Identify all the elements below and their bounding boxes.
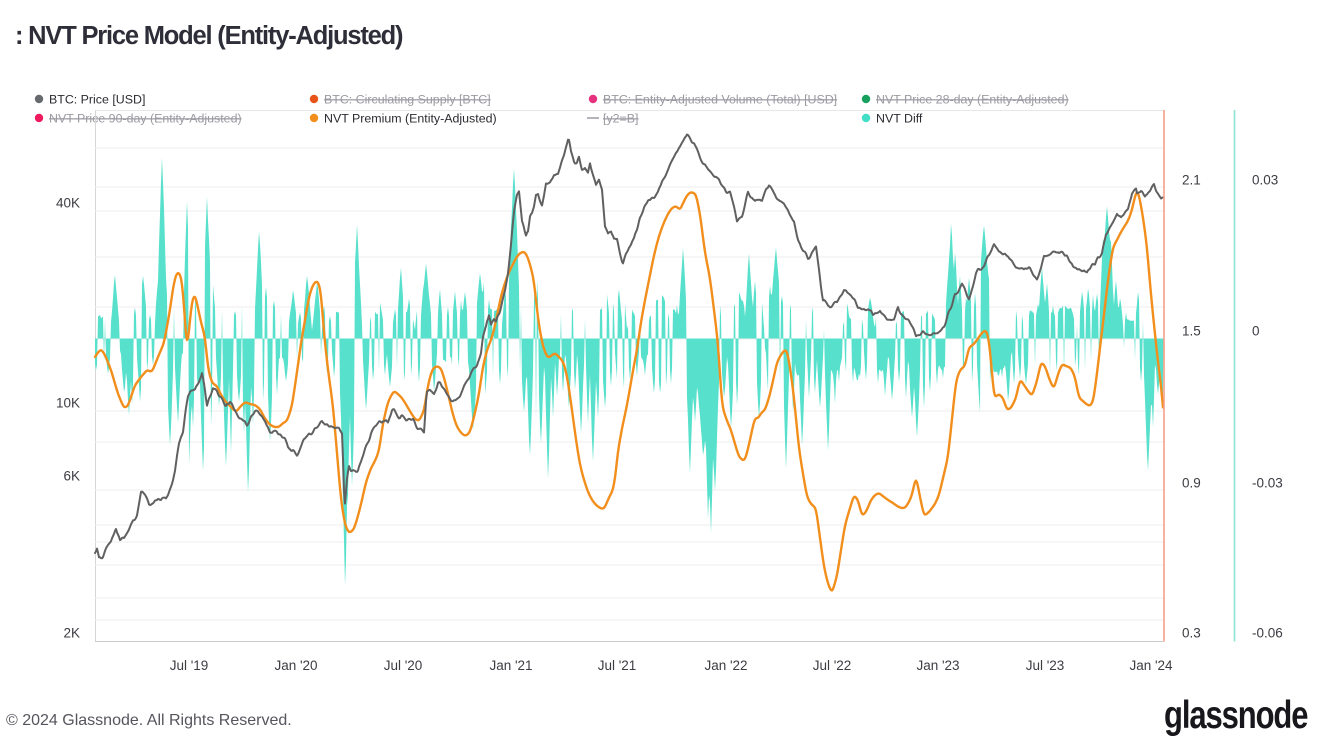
svg-text:6K: 6K xyxy=(63,469,80,484)
svg-text:BTC: Price [USD]: BTC: Price [USD] xyxy=(49,93,145,107)
svg-text:© 2024 Glassnode. All Rights R: © 2024 Glassnode. All Rights Reserved. xyxy=(6,712,292,729)
svg-text:Jul '20: Jul '20 xyxy=(384,658,423,673)
svg-text:0.3: 0.3 xyxy=(1182,626,1201,641)
svg-text:[y2=B]: [y2=B] xyxy=(603,112,638,126)
svg-text:Jul '21: Jul '21 xyxy=(598,658,637,673)
svg-text:Jan '20: Jan '20 xyxy=(274,658,317,673)
svg-text:40K: 40K xyxy=(56,196,80,211)
svg-text:BTC: Circulating Supply [BTC]: BTC: Circulating Supply [BTC] xyxy=(324,93,491,107)
svg-text:-0.06: -0.06 xyxy=(1252,626,1283,641)
svg-text:Jan '23: Jan '23 xyxy=(916,658,959,673)
svg-text:: NVT Price Model (Entity-Adju: : NVT Price Model (Entity-Adjusted) xyxy=(15,22,403,50)
svg-text:Jan '22: Jan '22 xyxy=(704,658,747,673)
svg-text:Jan '24: Jan '24 xyxy=(1129,658,1173,673)
svg-text:NVT Diff: NVT Diff xyxy=(876,112,923,126)
svg-text:0.9: 0.9 xyxy=(1182,476,1201,491)
svg-text:0.03: 0.03 xyxy=(1252,173,1278,188)
svg-text:NVT Premium (Entity-Adjusted): NVT Premium (Entity-Adjusted) xyxy=(324,112,497,126)
svg-text:Jul '22: Jul '22 xyxy=(813,658,852,673)
svg-text:-0.03: -0.03 xyxy=(1252,476,1283,491)
svg-text:NVT Price 28-day (Entity-Adjus: NVT Price 28-day (Entity-Adjusted) xyxy=(876,93,1069,107)
svg-text:BTC: Entity-Adjusted Volume (T: BTC: Entity-Adjusted Volume (Total) [USD… xyxy=(603,93,837,107)
svg-text:NVT Price 90-day (Entity-Adjus: NVT Price 90-day (Entity-Adjusted) xyxy=(49,112,242,126)
svg-text:1.5: 1.5 xyxy=(1182,324,1201,339)
svg-text:10K: 10K xyxy=(56,396,80,411)
svg-text:Jul '19: Jul '19 xyxy=(170,658,209,673)
svg-text:glassnode: glassnode xyxy=(1164,694,1308,737)
svg-text:0: 0 xyxy=(1252,324,1260,339)
svg-text:2K: 2K xyxy=(63,626,80,641)
svg-text:Jan '21: Jan '21 xyxy=(489,658,532,673)
svg-text:2.1: 2.1 xyxy=(1182,173,1201,188)
svg-text:Jul '23: Jul '23 xyxy=(1026,658,1065,673)
